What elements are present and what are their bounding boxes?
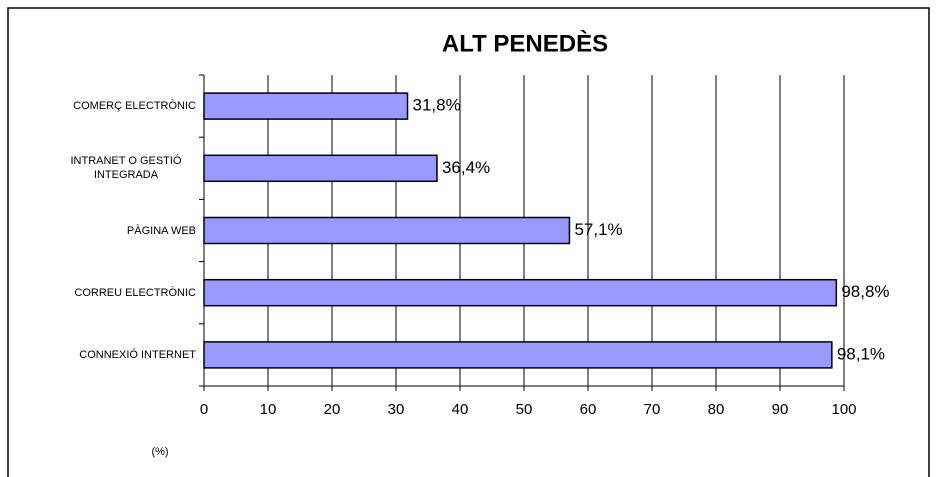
y-tick-label-box: CONNEXIÓ INTERNET: [16, 348, 196, 362]
x-tick-label: 70: [644, 401, 661, 418]
x-tick-label: 0: [200, 401, 208, 418]
chart-title: ALT PENEDÈS: [442, 29, 608, 57]
x-axis-label: (%): [151, 446, 168, 458]
data-label: 98,1%: [837, 344, 885, 363]
data-label: 98,8%: [841, 282, 889, 301]
x-tick-label: 50: [516, 401, 533, 418]
x-tick-label: 90: [772, 401, 789, 418]
x-tick-label: 30: [388, 401, 405, 418]
y-tick-label-box: COMERÇ ELECTRÒNIC: [16, 99, 196, 113]
y-tick-label-box: CORREU ELECTRÒNIC: [16, 286, 196, 300]
bar: [203, 216, 571, 245]
y-tick-label-box: INTRANET O GESTIÓ INTEGRADA: [16, 154, 196, 182]
x-tick-label: 100: [831, 401, 856, 418]
x-tick-label: 10: [260, 401, 277, 418]
x-tick-label: 60: [580, 401, 597, 418]
y-tick-label: CORREU ELECTRÒNIC: [74, 286, 196, 299]
y-tick-label: CONNEXIÓ INTERNET: [79, 348, 196, 361]
data-label: 36,4%: [442, 158, 490, 177]
bar: [203, 92, 409, 120]
data-label: 31,8%: [413, 96, 461, 115]
y-tick-label: PÀGINA WEB: [126, 224, 196, 237]
y-tick-label: COMERÇ ELECTRÒNIC: [73, 100, 196, 113]
y-tick-label-box: PÀGINA WEB: [16, 224, 196, 238]
x-tick-label: 80: [708, 401, 725, 418]
bar: [203, 278, 838, 307]
x-tick-label: 20: [324, 401, 341, 418]
y-tick-label: INTRANET O GESTIÓ INTEGRADA: [70, 155, 182, 182]
data-label: 57,1%: [574, 220, 622, 239]
bar: [203, 154, 438, 183]
x-tick-label: 40: [452, 401, 469, 418]
bar: [203, 341, 833, 369]
